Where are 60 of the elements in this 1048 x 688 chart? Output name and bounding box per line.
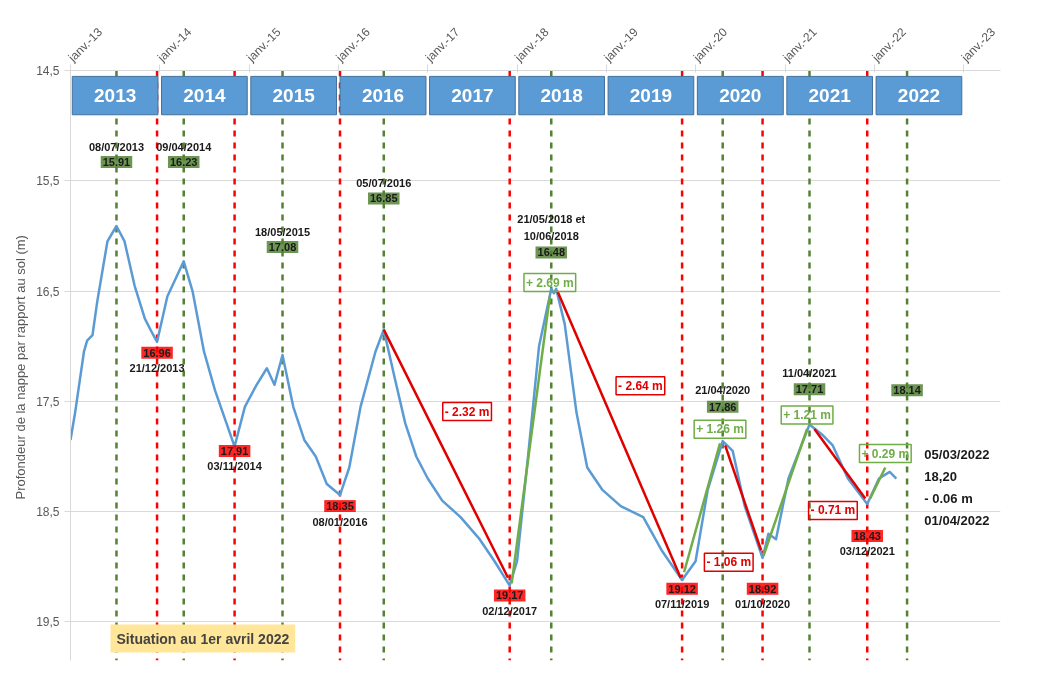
- annotation: 11/04/2021: [782, 366, 837, 379]
- annotation: Situation au 1er avril 2022: [116, 630, 290, 647]
- annotation: 09/04/2014: [156, 140, 213, 153]
- band-label: 2015: [272, 84, 316, 106]
- annotation: 01/04/2022: [924, 513, 990, 529]
- annotation: 18.92: [748, 582, 777, 595]
- band-label: 2016: [361, 84, 405, 106]
- y-tick-label: 17,5: [36, 394, 60, 409]
- annotation: 10/06/2018: [523, 229, 579, 242]
- band-label: 2021: [808, 84, 852, 106]
- y-axis-title: Profondeur de la nappe par rapport au sol (m): [13, 235, 29, 500]
- series-label: - 2.32 m: [444, 404, 490, 419]
- series-label: + 2.69 m: [525, 275, 574, 290]
- y-tick-label: 19,5: [36, 615, 60, 630]
- annotation: 17.86: [708, 400, 737, 413]
- y-tick-label: 15,5: [36, 174, 60, 189]
- annotation: 21/04/2020: [695, 384, 751, 397]
- annotation: 05/07/2016: [356, 176, 412, 189]
- annotation: 08/07/2013: [88, 140, 145, 153]
- annotation: 18.43: [853, 529, 881, 542]
- annotation: 03/11/2014: [207, 460, 263, 473]
- annotation: 16.23: [169, 156, 198, 169]
- annotation: 07/11/2019: [654, 598, 710, 611]
- annotation: 08/01/2016: [312, 515, 368, 528]
- series-label: - 2.64 m: [618, 378, 663, 393]
- band-label: 2017: [451, 84, 494, 106]
- annotation: 18/05/2015: [254, 225, 311, 238]
- annotation: 03/12/2021: [839, 545, 895, 558]
- annotation: 18.14: [893, 384, 922, 397]
- series-label: + 1.26 m: [696, 422, 744, 437]
- series-label: + 0.29 m: [861, 446, 910, 461]
- series-label: - 1.06 m: [706, 555, 752, 570]
- annotation: 21/05/2018 et: [517, 213, 586, 226]
- annotation: 18,20: [924, 469, 957, 485]
- band-label: 2018: [540, 84, 583, 106]
- annotation: 21/12/2013: [129, 362, 185, 375]
- y-tick-label: 14,5: [36, 64, 60, 78]
- annotation: 02/12/2017: [482, 604, 538, 617]
- band-label: 2014: [183, 84, 226, 106]
- band-label: 2020: [719, 84, 762, 106]
- annotation: 17.91: [220, 444, 249, 457]
- band-label: 2022: [897, 84, 941, 106]
- y-tick-label: 16,5: [36, 284, 60, 299]
- annotation: 18.35: [326, 500, 354, 513]
- annotation: 16.85: [370, 192, 398, 205]
- series-label: + 1.21 m: [783, 407, 831, 422]
- annotation: 19.12: [668, 582, 696, 595]
- annotation: 16.48: [537, 246, 566, 259]
- annotation: 19.17: [495, 589, 524, 602]
- band-label: 2019: [629, 84, 673, 106]
- annotation: 05/03/2022: [924, 447, 990, 463]
- annotation: 15.91: [102, 156, 131, 169]
- annotation: 17.71: [795, 383, 824, 396]
- band-label: 2013: [94, 84, 137, 106]
- y-tick-label: 18,5: [36, 505, 60, 520]
- annotation: - 0.06 m: [924, 491, 973, 507]
- annotation: 01/10/2020: [735, 598, 791, 611]
- annotation: 17.08: [268, 240, 297, 253]
- series-label: - 0.71 m: [810, 503, 856, 518]
- annotation: 16.96: [143, 346, 171, 359]
